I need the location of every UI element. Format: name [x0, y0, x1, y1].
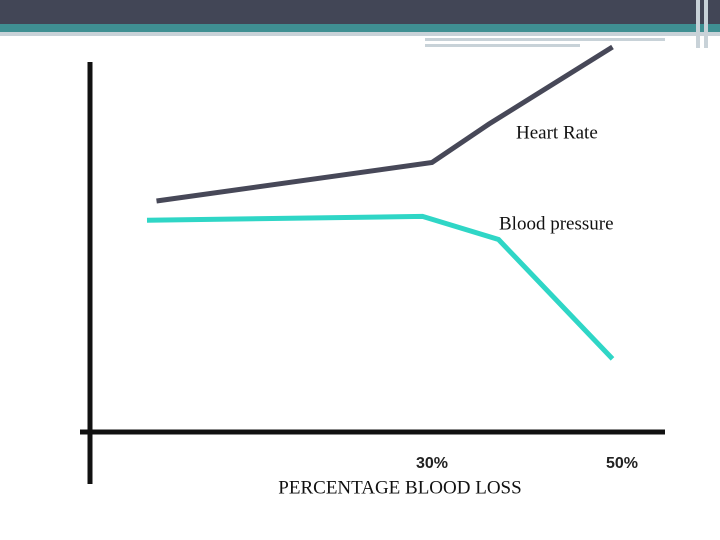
header-accent	[704, 0, 708, 48]
header-rule	[0, 32, 720, 36]
x-tick-label: 50%	[606, 455, 638, 472]
x-tick-label: 30%	[416, 455, 448, 472]
header-strip	[0, 24, 720, 32]
x-axis-label: PERCENTAGE BLOOD LOSS	[278, 477, 521, 498]
series-label: Blood pressure	[499, 213, 614, 234]
header-accent	[696, 0, 700, 48]
series-line	[146, 213, 615, 361]
series-label: Heart Rate	[516, 122, 598, 143]
header-accent	[425, 38, 665, 41]
header-bar	[0, 0, 720, 24]
series-line	[156, 44, 614, 204]
header-accent	[425, 44, 580, 47]
